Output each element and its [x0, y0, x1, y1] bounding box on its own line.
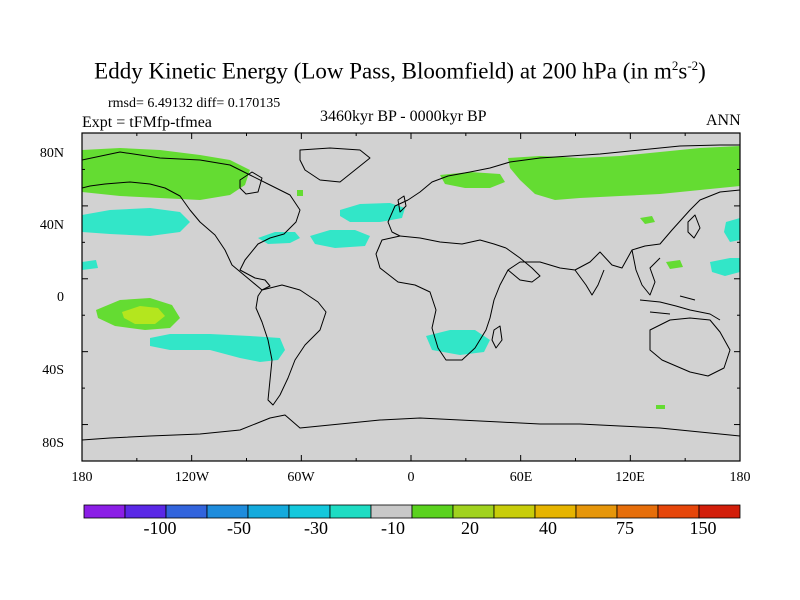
colorbar-swatch: [616, 504, 659, 519]
lon-tick-label: 60W: [287, 470, 315, 485]
coastline-greenland: [299, 147, 371, 183]
lat-tick-label: 40N: [39, 218, 64, 233]
lon-tick-label: 180: [729, 470, 751, 485]
colorbar-label: 40: [539, 518, 557, 538]
anomaly-region: [508, 146, 740, 200]
axis-ticks: [81, 132, 741, 462]
lat-tick-label: 40S: [42, 363, 64, 378]
coastline-australia: [649, 317, 731, 377]
anomaly-region: [710, 258, 740, 276]
colorbar-swatch: [411, 504, 454, 519]
expt-label: Expt = tFMfp-tfmea: [82, 114, 212, 131]
coastline-arabia: [505, 247, 541, 283]
anomaly-region: [150, 334, 285, 362]
lon-tick-label: 120E: [615, 470, 645, 485]
colorbar-label: 75: [616, 518, 634, 538]
colorbar: [83, 504, 741, 519]
anomaly-region: [310, 230, 370, 248]
colorbar-swatch: [657, 504, 700, 519]
period-label: 3460kyr BP - 0000kyr BP: [320, 108, 487, 125]
lon-tick-label: 180: [71, 470, 93, 485]
anomaly-region: [297, 190, 303, 196]
lat-tick-label: 80S: [42, 436, 64, 451]
colorbar-swatch: [83, 504, 126, 519]
colorbar-swatch: [329, 504, 372, 519]
chart-title: Eddy Kinetic Energy (Low Pass, Bloomfiel…: [94, 58, 706, 84]
lat-tick-label: 0: [57, 290, 64, 305]
colorbar-swatch: [288, 504, 331, 519]
colorbar-label: 150: [689, 518, 717, 538]
colorbar-label: -50: [227, 518, 251, 538]
coastline-europe-africa: [375, 189, 740, 361]
colorbar-swatch: [493, 504, 536, 519]
strong-positive-regions: [122, 306, 165, 324]
negative-anomaly-regions: [82, 203, 740, 362]
map-plot-area: [82, 133, 746, 461]
coastline-madagascar: [491, 325, 503, 349]
coastlines: [82, 144, 746, 441]
coastline-india: [574, 269, 605, 296]
colorbar-label: -100: [143, 518, 177, 538]
colorbar-swatch: [124, 504, 167, 519]
colorbar-swatch: [247, 504, 290, 519]
season-label: ANN: [706, 112, 741, 129]
colorbar-swatch: [575, 504, 618, 519]
colorbar-swatch: [452, 504, 495, 519]
colorbar-swatch: [370, 504, 413, 519]
coastline-new-zealand: [742, 372, 746, 384]
lon-tick-label: 120W: [174, 470, 210, 485]
anomaly-region: [258, 232, 300, 244]
coastline-hudson: [239, 171, 263, 195]
colorbar-swatch: [698, 504, 741, 519]
anomaly-region: [656, 405, 665, 409]
colorbar-label: -10: [381, 518, 405, 538]
coastline-uk: [397, 195, 407, 213]
coastline-japan: [687, 214, 701, 239]
coastline-north-america: [82, 151, 301, 291]
coastline-indonesia: [639, 295, 721, 321]
anomaly-region: [122, 306, 165, 324]
anomaly-region: [340, 203, 405, 222]
coastline-north-eurasia: [407, 144, 740, 201]
anomaly-region: [724, 218, 740, 242]
colorbar-label: 20: [461, 518, 479, 538]
colorbar-swatch: [534, 504, 577, 519]
lat-tick-label: 80N: [39, 146, 64, 161]
coastline-indochina: [631, 249, 661, 296]
colorbar-swatch: [206, 504, 249, 519]
anomaly-region: [666, 260, 683, 269]
colorbar-swatch: [165, 504, 208, 519]
anomaly-region: [82, 208, 190, 236]
lon-tick-label: 60E: [509, 470, 533, 485]
anomaly-region: [640, 216, 655, 224]
coastline-south-america: [255, 284, 327, 406]
anomaly-region: [440, 172, 505, 188]
anomaly-region: [82, 260, 98, 270]
colorbar-label: -30: [304, 518, 328, 538]
coastline-mediterranean: [399, 235, 507, 249]
stats-label: rmsd= 6.49132 diff= 0.170135: [108, 96, 281, 111]
lon-tick-label: 0: [407, 470, 415, 485]
coastline-antarctica: [82, 414, 740, 441]
